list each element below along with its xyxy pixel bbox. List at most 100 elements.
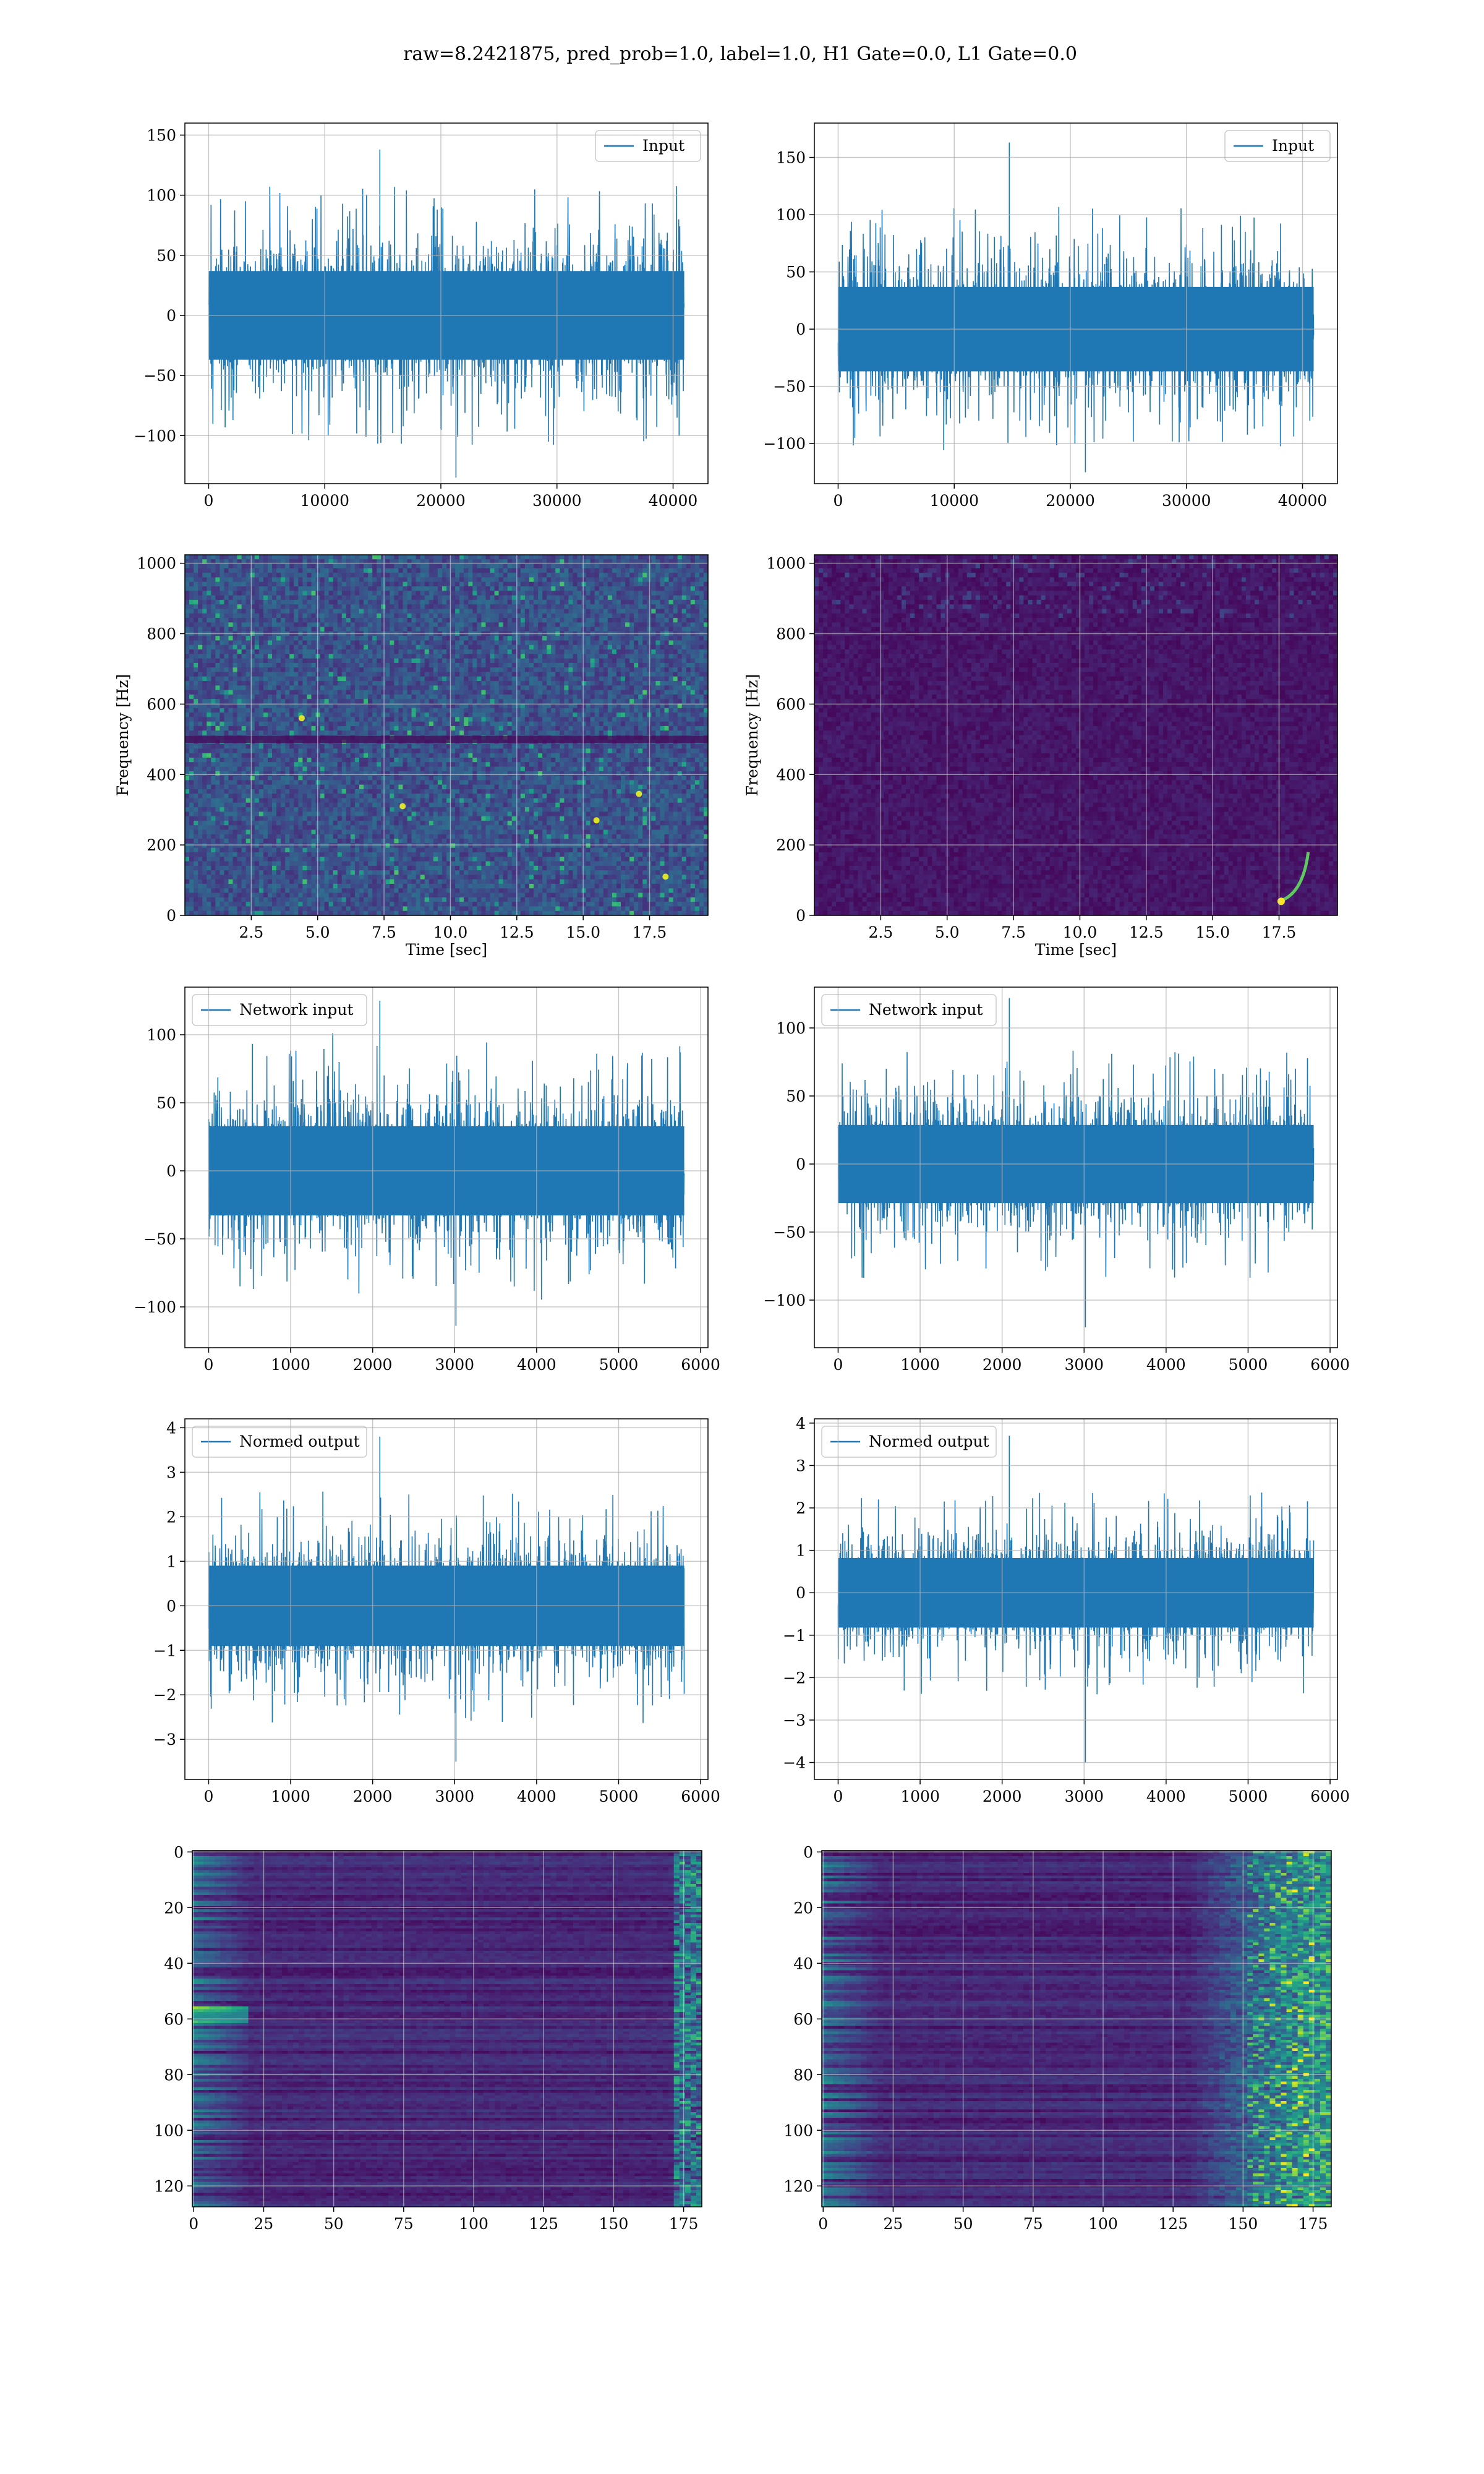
heatmap-cell	[211, 897, 216, 902]
heatmap-cell	[302, 866, 307, 871]
heatmap-cell	[385, 785, 390, 790]
heatmap-cell	[198, 848, 203, 853]
heatmap-cell	[285, 848, 290, 853]
heatmap-cell	[207, 875, 211, 880]
x-tick-label: 20000	[416, 492, 466, 510]
heatmap-cell	[215, 821, 220, 826]
heatmap-cell	[233, 596, 238, 601]
heatmap-cell	[268, 762, 273, 767]
heatmap-cell	[407, 785, 412, 790]
heatmap-cell	[198, 722, 203, 727]
heatmap-cell	[211, 785, 216, 790]
heatmap-cell	[416, 821, 421, 826]
heatmap-cell	[359, 600, 364, 605]
heatmap-cell	[302, 862, 307, 867]
heatmap-cell	[385, 852, 390, 857]
heatmap-cell	[351, 902, 356, 907]
heatmap-cell	[364, 649, 369, 654]
heatmap-cell	[342, 654, 347, 659]
heatmap-cell	[255, 645, 260, 650]
heatmap-cell	[185, 866, 190, 871]
heatmap-cell	[215, 870, 220, 875]
heatmap-cell	[338, 586, 343, 591]
heatmap-cell	[229, 893, 234, 898]
heatmap-cell	[229, 677, 234, 682]
heatmap-cell	[272, 591, 277, 596]
heatmap-cell	[229, 785, 234, 790]
heatmap-cell	[237, 582, 242, 587]
heatmap-cell	[359, 614, 364, 618]
heatmap-cell	[259, 884, 264, 889]
heatmap-cell	[224, 695, 229, 700]
heatmap-cell	[276, 807, 281, 812]
heatmap-cell	[407, 803, 412, 808]
heatmap-cell	[246, 897, 251, 902]
heatmap-cell	[385, 667, 390, 672]
heatmap-cell	[385, 794, 390, 798]
heatmap-cell	[377, 748, 382, 753]
heatmap-cell	[215, 609, 220, 614]
heatmap-cell	[425, 627, 430, 632]
heatmap-cell	[372, 600, 377, 605]
heatmap-cell	[403, 730, 408, 735]
heatmap-cell	[412, 555, 417, 560]
heatmap-cell	[281, 622, 286, 627]
heatmap-cell	[302, 564, 307, 569]
heatmap-cell	[298, 776, 303, 781]
heatmap-cell	[294, 722, 299, 727]
heatmap-cell	[368, 839, 373, 844]
heatmap-cell	[298, 748, 303, 753]
heatmap-cell	[320, 825, 325, 830]
heatmap-cell	[233, 816, 238, 821]
heatmap-cell	[372, 780, 377, 785]
heatmap-cell	[289, 807, 294, 812]
heatmap-cell	[224, 758, 229, 763]
heatmap-cell	[289, 897, 294, 902]
heatmap-cell	[215, 713, 220, 717]
heatmap-cell	[237, 893, 242, 898]
heatmap-cell	[276, 568, 281, 573]
heatmap-cell	[429, 564, 434, 569]
heatmap-cell	[194, 681, 198, 686]
heatmap-cell	[377, 753, 382, 758]
heatmap-cell	[272, 830, 277, 835]
heatmap-cell	[394, 848, 399, 853]
heatmap-cell	[364, 640, 369, 645]
heatmap-cell	[377, 618, 382, 623]
heatmap-cell	[307, 830, 312, 835]
heatmap-cell	[338, 798, 343, 803]
heatmap-cell	[194, 866, 198, 871]
heatmap-cell	[390, 830, 394, 835]
heatmap-cell	[272, 568, 277, 573]
heatmap-cell	[211, 596, 216, 601]
heatmap-cell	[302, 604, 307, 609]
heatmap-cell	[338, 862, 343, 867]
heatmap-cell	[398, 717, 403, 722]
heatmap-cell	[242, 870, 247, 875]
heatmap-cell	[289, 695, 294, 700]
heatmap-cell	[364, 744, 369, 749]
heatmap-cell	[403, 843, 408, 848]
heatmap-cell	[302, 852, 307, 857]
heatmap-cell	[325, 627, 330, 632]
heatmap-cell	[215, 825, 220, 830]
heatmap-cell	[302, 744, 307, 749]
heatmap-cell	[420, 614, 425, 618]
heatmap-cell	[276, 604, 281, 609]
heatmap-cell	[390, 803, 394, 808]
heatmap-cell	[329, 862, 334, 867]
heatmap-cell	[394, 708, 399, 713]
heatmap-cell	[355, 654, 360, 659]
heatmap-cell	[276, 893, 281, 898]
heatmap-cell	[381, 807, 386, 812]
heatmap-cell	[198, 659, 203, 664]
heatmap-cell	[338, 870, 343, 875]
heatmap-cell	[207, 640, 211, 645]
heatmap-cell	[281, 564, 286, 569]
heatmap-cell	[425, 811, 430, 816]
heatmap-cell	[198, 839, 203, 844]
heatmap-cell	[276, 577, 281, 582]
heatmap-cell	[194, 748, 198, 753]
heatmap-cell	[307, 713, 312, 717]
heatmap-cell	[390, 596, 394, 601]
